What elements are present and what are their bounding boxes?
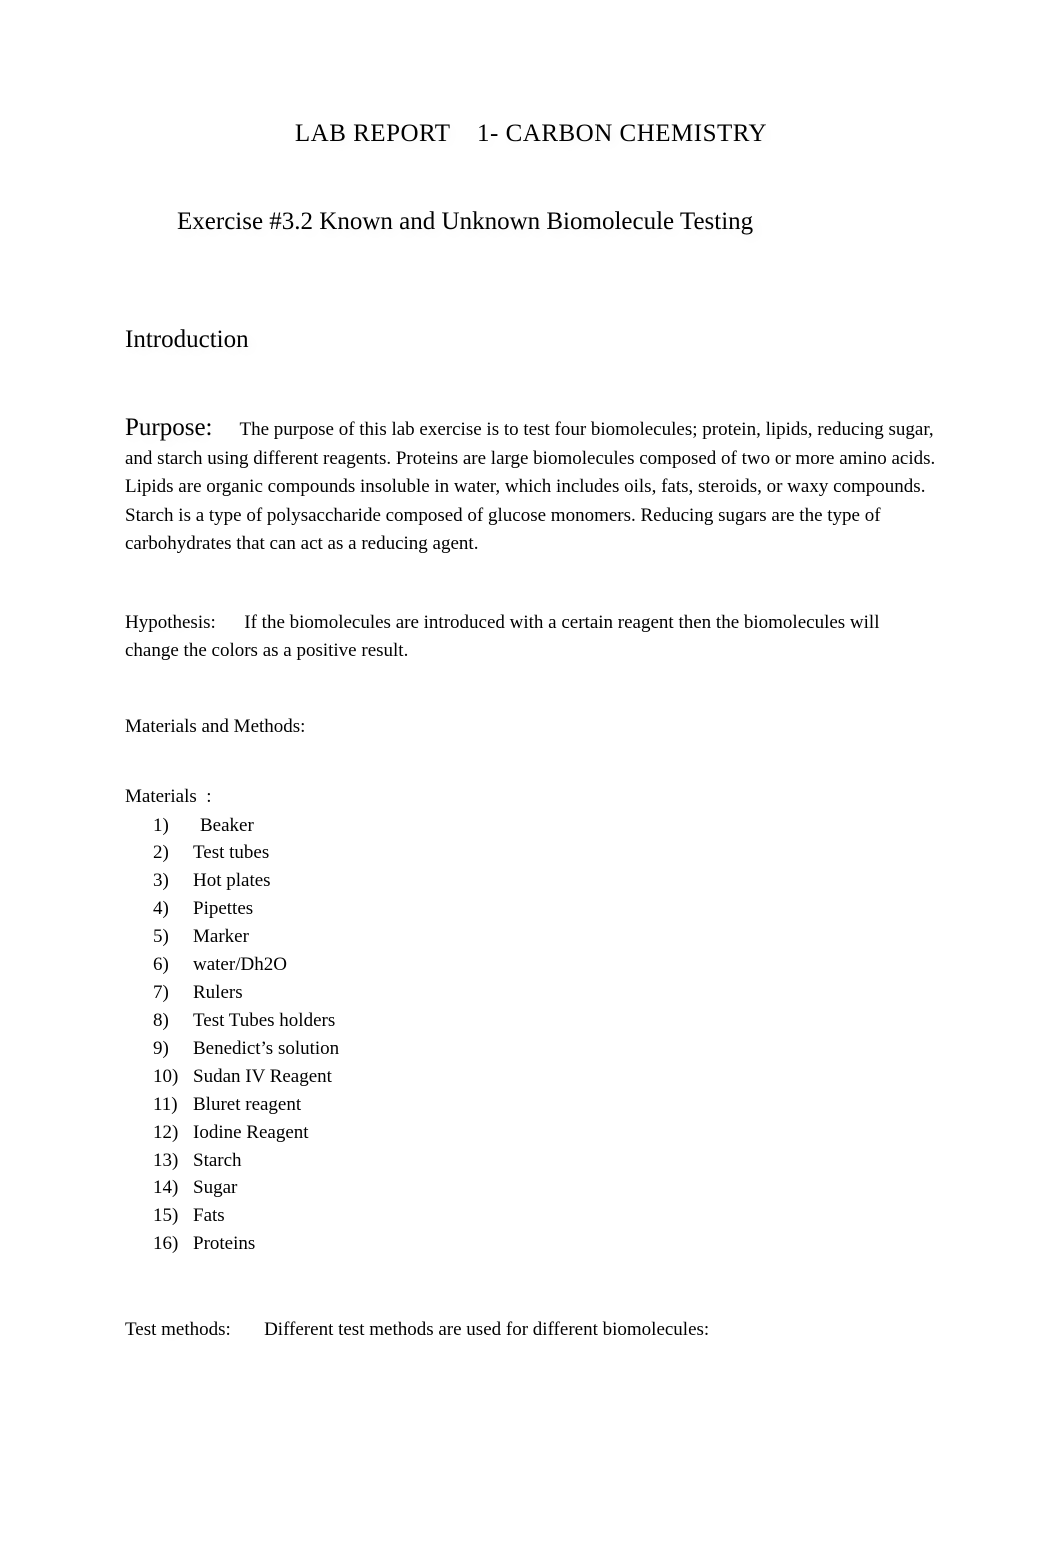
test-methods-text: Different test methods are used for diff… — [264, 1319, 709, 1340]
list-item: Marker — [153, 923, 937, 951]
purpose-block: Purpose: The purpose of this lab exercis… — [125, 414, 937, 559]
hypothesis-label: Hypothesis: — [125, 612, 216, 633]
test-methods-label: Test methods: — [125, 1319, 231, 1340]
list-item: Pipettes — [153, 895, 937, 923]
list-item: water/Dh2O — [153, 951, 937, 979]
list-item: Test tubes — [153, 839, 937, 867]
test-methods-block: Test methods: Different test methods are… — [125, 1316, 937, 1345]
purpose-text: The purpose of this lab exercise is to t… — [125, 419, 935, 554]
list-item: Bluret reagent — [153, 1091, 937, 1119]
materials-list: Beaker Test tubes Hot plates Pipettes Ma… — [153, 812, 937, 1259]
lab-report-title: LAB REPORT 1- CARBON CHEMISTRY — [125, 120, 937, 148]
list-item: Proteins — [153, 1230, 937, 1258]
introduction-heading: Introduction — [125, 326, 937, 354]
list-item: Test Tubes holders — [153, 1007, 937, 1035]
exercise-subtitle: Exercise #3.2 Known and Unknown Biomolec… — [177, 208, 937, 236]
list-item: Starch — [153, 1147, 937, 1175]
list-item: Fats — [153, 1202, 937, 1230]
list-item: Benedict’s solution — [153, 1035, 937, 1063]
purpose-label: Purpose: — [125, 414, 213, 441]
hypothesis-block: Hypothesis: If the biomolecules are intr… — [125, 609, 937, 666]
materials-methods-heading: Materials and Methods: — [125, 716, 937, 738]
list-item: Iodine Reagent — [153, 1119, 937, 1147]
list-item: Rulers — [153, 979, 937, 1007]
list-item: Hot plates — [153, 867, 937, 895]
list-item: Sudan IV Reagent — [153, 1063, 937, 1091]
materials-heading: Materials : — [125, 786, 937, 808]
list-item: Beaker — [153, 812, 937, 840]
list-item: Sugar — [153, 1174, 937, 1202]
